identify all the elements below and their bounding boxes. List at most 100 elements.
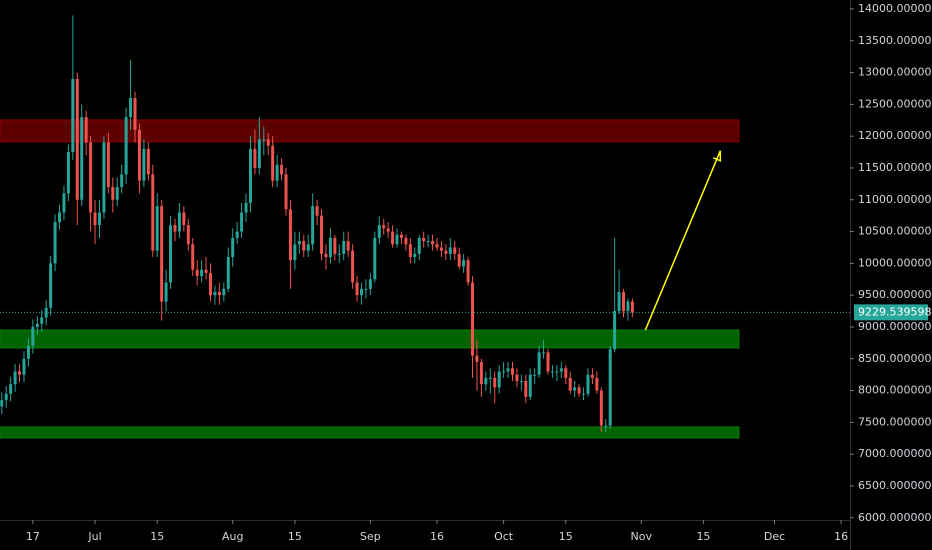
candle-body [137, 129, 141, 181]
candle-body [31, 326, 35, 347]
candle-body [617, 291, 621, 312]
candle-body [497, 371, 501, 388]
y-tick-label: 12500.00000000 [858, 97, 932, 110]
candle-body [471, 282, 475, 356]
candle-body [559, 368, 563, 372]
x-tick-label: 16 [834, 530, 848, 543]
candle-body [533, 374, 537, 376]
candle-body [537, 352, 541, 375]
y-tick-label: 13500.00000000 [858, 34, 932, 47]
candle-body [359, 288, 363, 296]
candle-body [244, 202, 248, 213]
candle-body [506, 368, 510, 372]
candle-body [142, 148, 146, 181]
candle-body [288, 209, 292, 261]
last-price-box [854, 304, 928, 321]
candle-body [22, 358, 26, 375]
candle-body [257, 139, 261, 168]
y-tick-label: 7000.00000000 [858, 447, 932, 460]
y-tick-label: 11500.00000000 [858, 161, 932, 174]
y-tick-label: 6000.00000000 [858, 511, 932, 524]
x-tick-label: 15 [150, 530, 164, 543]
y-tick-label: 11000.00000000 [858, 193, 932, 206]
y-tick-label: 10000.00000000 [858, 256, 932, 269]
candle-body [417, 237, 421, 254]
candle-body [564, 368, 568, 378]
candle-body [439, 247, 443, 251]
x-tick-label: Dec [764, 530, 785, 543]
candle-body [448, 247, 452, 254]
candle-body [351, 250, 355, 283]
candle-body [626, 301, 630, 312]
candle-body [630, 301, 634, 313]
candle-body [235, 231, 239, 238]
candle-body [399, 234, 403, 238]
candle-body [0, 400, 4, 407]
candle-body [377, 225, 381, 238]
candle-body [546, 352, 550, 372]
y-tick-label: 9000.00000000 [858, 320, 932, 333]
candle-body [151, 174, 155, 251]
candle-body [275, 164, 279, 181]
candle-body [453, 247, 457, 254]
x-tick-label: 15 [559, 530, 573, 543]
candle-body [297, 241, 301, 245]
candle-body [155, 206, 159, 251]
candle-body [240, 212, 244, 232]
candle-body [231, 237, 235, 258]
candle-body [106, 142, 110, 188]
y-tick-label: 7500.00000000 [858, 415, 932, 428]
candle-body [248, 148, 252, 203]
x-tick-label: 15 [696, 530, 710, 543]
candle-body [222, 288, 226, 296]
candle-body [62, 193, 66, 213]
candle-body [262, 139, 266, 141]
candle-body [431, 241, 435, 245]
candle-body [115, 187, 119, 200]
x-tick-label: 16 [430, 530, 444, 543]
x-tick-label: 17 [26, 530, 40, 543]
y-tick-label: 10500.00000000 [858, 225, 932, 238]
candle-body [408, 244, 412, 258]
candle-body [84, 117, 88, 143]
candle-body [284, 174, 288, 210]
candle-body [35, 323, 39, 327]
candle-body [93, 212, 97, 226]
last-price-label: 9229.53959833 [858, 305, 932, 318]
candle-body [382, 225, 386, 229]
zone [0, 426, 740, 439]
candle-body [71, 78, 75, 153]
candle-body [404, 237, 408, 245]
candle-body [204, 269, 208, 273]
candle-body [102, 142, 106, 213]
candle-body [266, 139, 270, 146]
candle-body [280, 164, 284, 175]
candle-body [120, 174, 124, 188]
candle-body [324, 253, 328, 258]
candle-body [395, 234, 399, 245]
x-tick-label: Sep [360, 530, 381, 543]
candle-body [510, 368, 514, 375]
candle-body [164, 282, 168, 302]
candle-body [111, 187, 115, 200]
candle-body [169, 225, 173, 283]
candle-body [466, 260, 470, 283]
candle-body [502, 371, 506, 373]
candle-body [146, 148, 150, 175]
candle-body [364, 288, 368, 290]
candle-body [586, 374, 590, 394]
candle-body [75, 78, 79, 200]
y-tick-label: 14000.00000000 [858, 2, 932, 15]
candle-body [613, 311, 617, 350]
candle-body [40, 317, 44, 324]
candle-body [435, 244, 439, 248]
candle-body [599, 390, 603, 426]
x-tick-label: Nov [631, 530, 653, 543]
candle-body [462, 260, 466, 267]
candle-body [26, 346, 30, 359]
candle-body [577, 387, 581, 394]
candle-body [213, 291, 217, 296]
candle-body [488, 377, 492, 379]
